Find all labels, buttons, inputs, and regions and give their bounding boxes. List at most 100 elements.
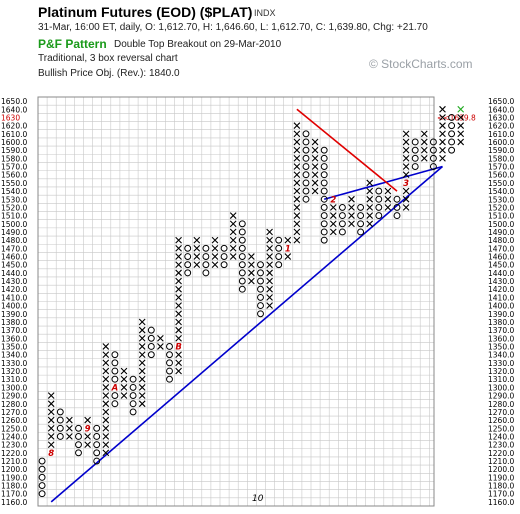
x-box [266, 269, 273, 277]
o-box [257, 293, 264, 301]
y-tick-label-right: 1300.0 [488, 383, 514, 392]
x-box [457, 122, 465, 129]
y-tick-label-left: 1550.0 [1, 179, 27, 188]
x-box [102, 416, 110, 424]
x-box [266, 277, 273, 285]
x-box [175, 302, 182, 309]
x-box [439, 138, 446, 146]
x-box [138, 384, 146, 391]
support-trendline [50, 165, 444, 503]
x-box [439, 130, 446, 138]
x-box [211, 236, 219, 244]
index-tag: INDX [254, 8, 276, 18]
x-box [293, 228, 301, 236]
o-box [338, 203, 346, 211]
x-box [229, 220, 237, 228]
x-box [193, 236, 201, 244]
o-box [411, 146, 419, 154]
y-tick-label-left: 1600.0 [1, 138, 27, 147]
y-tick-label-right: 1560.0 [488, 171, 514, 180]
y-tick-label-right: 1480.0 [488, 236, 514, 245]
x-box [102, 351, 110, 359]
y-tick-label-left: 1570.0 [1, 163, 27, 172]
resistance-trendline [296, 108, 398, 192]
x-box [47, 400, 55, 408]
x-box [293, 236, 301, 244]
y-tick-label-right: 1370.0 [488, 326, 514, 335]
o-box [202, 244, 210, 252]
y-tick-label-right: 1450.0 [488, 261, 514, 270]
o-box [448, 114, 456, 121]
o-box [375, 212, 383, 220]
o-box [257, 269, 264, 277]
o-box [184, 269, 192, 277]
o-box [166, 367, 173, 375]
y-tick-label-left: 1360.0 [1, 334, 27, 343]
o-box [238, 244, 246, 252]
x-box [102, 392, 110, 399]
support-trendline [323, 165, 443, 201]
x-box [293, 187, 301, 195]
o-box [38, 490, 46, 498]
month-marker: 3 [403, 179, 409, 189]
x-box [157, 334, 164, 342]
x-box [439, 105, 446, 113]
x-box [175, 269, 182, 277]
x-box [266, 236, 273, 244]
o-box [275, 261, 283, 269]
month-marker: 2 [330, 195, 336, 205]
o-box [38, 465, 46, 473]
x-box [266, 294, 273, 301]
y-tick-label-right: 1580.0 [488, 154, 514, 163]
x-box [439, 146, 446, 154]
x-box [175, 351, 182, 359]
x-box [248, 261, 255, 269]
x-box [366, 220, 374, 228]
o-box [302, 146, 310, 154]
x-box [457, 105, 465, 113]
o-box [375, 195, 383, 203]
pattern-label: P&F Pattern [38, 37, 107, 51]
x-box [102, 433, 110, 440]
y-tick-label-right: 1460.0 [488, 253, 514, 262]
o-box [257, 310, 264, 318]
o-box [429, 163, 437, 170]
x-box [175, 277, 182, 285]
o-box [338, 220, 346, 228]
x-box [329, 228, 337, 236]
x-box [348, 220, 355, 228]
o-box [75, 424, 82, 432]
o-box [75, 441, 82, 449]
o-box [393, 203, 401, 211]
o-box [38, 457, 46, 465]
month-marker: 9 [85, 424, 91, 434]
y-tick-label-left: 1190.0 [1, 473, 27, 482]
y-tick-label-right: 1240.0 [488, 432, 514, 441]
x-box [175, 294, 182, 301]
y-tick-label-right: 1430.0 [488, 277, 514, 286]
x-box [175, 310, 182, 318]
x-box [266, 285, 273, 293]
y-tick-label-left: 1410.0 [1, 293, 27, 302]
y-tick-label-right: 1570.0 [488, 163, 514, 172]
x-box [211, 261, 219, 269]
y-tick-label-left: 1290.0 [1, 392, 27, 401]
o-box [184, 253, 192, 260]
x-box [175, 318, 182, 326]
x-box [138, 318, 146, 326]
o-box [320, 236, 328, 244]
o-box [302, 195, 310, 203]
x-box [366, 204, 374, 211]
x-box [102, 449, 110, 457]
x-box [248, 253, 255, 260]
y-tick-label-right: 1470.0 [488, 244, 514, 253]
o-box [448, 122, 456, 130]
x-box [138, 326, 146, 334]
y-tick-label-right: 1210.0 [488, 457, 514, 466]
o-box [411, 163, 419, 170]
x-box [311, 179, 319, 187]
y-tick-label-right: 1590.0 [488, 146, 514, 155]
x-box [293, 122, 301, 129]
y-tick-label-left: 1220.0 [1, 449, 27, 458]
o-box [257, 261, 264, 269]
